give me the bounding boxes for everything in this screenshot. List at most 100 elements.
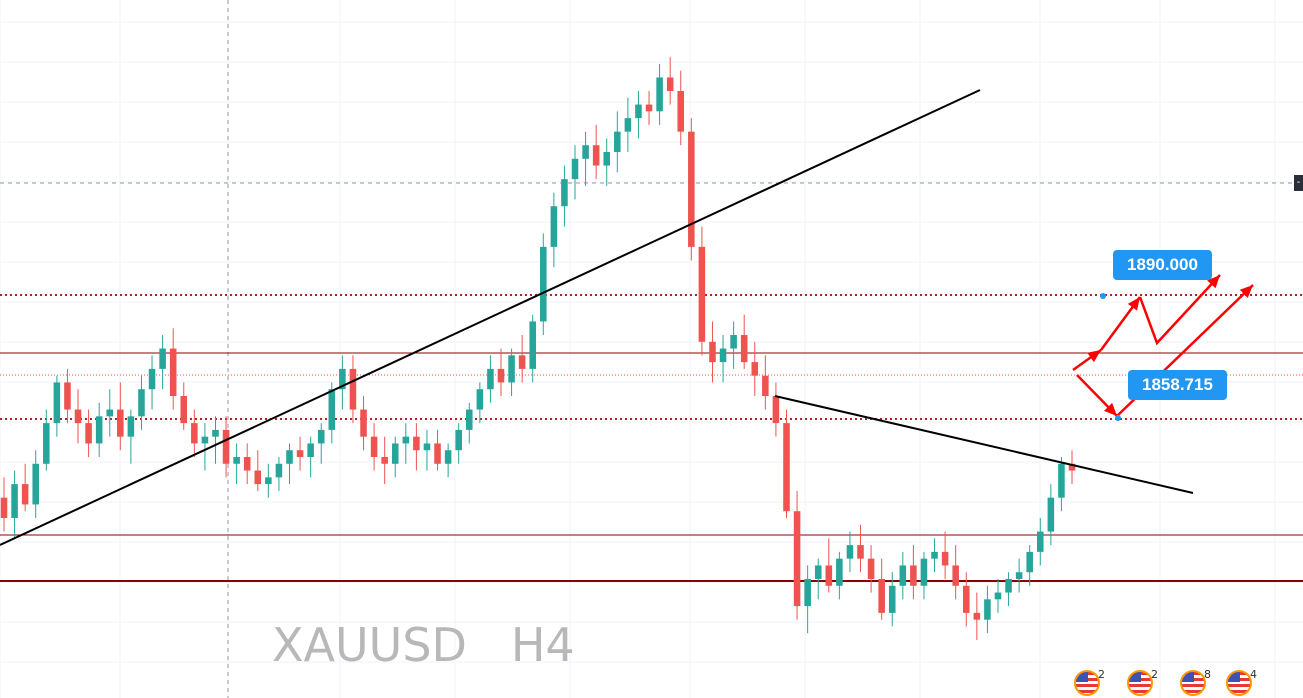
candle-bear: [941, 551, 949, 566]
candle-bear: [962, 585, 970, 613]
us-flag-icon[interactable]: [1226, 670, 1252, 696]
timeframe-label: H4: [510, 618, 575, 672]
candle-bull: [603, 152, 611, 166]
candle-bull: [1015, 572, 1023, 579]
candle-bull: [43, 423, 50, 464]
candle-bear: [772, 396, 780, 424]
candle-bull: [656, 77, 663, 112]
price-tag-1890: 1890.000: [1113, 250, 1212, 280]
candle-bull: [423, 443, 431, 451]
candle-bull: [635, 104, 642, 119]
candle-bull: [529, 321, 536, 369]
candle-bull: [106, 409, 114, 417]
candle-bull: [571, 158, 579, 180]
candle-bull: [465, 409, 473, 430]
candle-bull: [307, 443, 314, 457]
candle-bear: [349, 368, 357, 410]
candle-bear: [677, 91, 685, 132]
candle-bear: [910, 565, 917, 586]
candle-bear: [370, 436, 378, 457]
candle-bull: [455, 429, 462, 451]
event-badge-text: 4: [1250, 668, 1257, 681]
candle-bear: [751, 362, 759, 376]
arrow-zigzag-target: [1138, 274, 1221, 346]
candle-bull: [444, 450, 452, 464]
candle-bear: [878, 579, 885, 613]
candle-bull: [984, 599, 991, 620]
candle-bear: [518, 355, 526, 369]
candle-bull: [201, 436, 209, 444]
candle-bear: [709, 341, 716, 363]
candle-bull: [550, 206, 558, 247]
candle-bear: [360, 409, 367, 437]
candle-bear: [254, 470, 262, 485]
descending-trendline: [774, 395, 1194, 494]
candle-bull: [148, 368, 156, 390]
arrow-zigzag-target-head: [1207, 275, 1220, 289]
candle-bull: [804, 579, 811, 607]
candle-bull: [159, 348, 166, 369]
candle-bear: [85, 423, 92, 444]
candle-bull: [624, 118, 632, 132]
candle-bull: [138, 389, 145, 417]
candle-bear: [857, 545, 864, 559]
candle-bull: [899, 565, 907, 586]
candle-bear: [21, 484, 29, 505]
symbol-watermark: XAUUSD H4: [272, 618, 575, 672]
candle-bear: [645, 104, 653, 112]
candle-bear: [740, 335, 748, 363]
candle-bull: [1005, 579, 1012, 593]
price-tag-1858: 1858.715: [1128, 370, 1227, 400]
candle-bear: [867, 558, 875, 579]
candle-bull: [487, 368, 494, 390]
candle-bull: [1058, 463, 1065, 498]
candle-bull: [1036, 531, 1044, 552]
candle-bear: [381, 457, 388, 464]
candle-bull: [582, 145, 589, 159]
candle-bull: [920, 558, 928, 586]
candle-bear: [191, 423, 198, 444]
candle-bull: [275, 463, 283, 478]
candle-bull: [540, 246, 547, 322]
candle-bear: [497, 368, 505, 383]
candle-bull: [391, 443, 399, 464]
label-anchor-1858: [1115, 415, 1121, 421]
candle-bear: [1068, 463, 1076, 471]
us-flag-icon[interactable]: [1180, 670, 1206, 696]
candle-bull: [994, 592, 1002, 600]
candle-bull: [931, 551, 938, 559]
candle-bull: [1047, 497, 1055, 532]
candle-bull: [53, 382, 61, 424]
candle-bull: [339, 368, 346, 390]
arrow-rally-target-head: [1239, 285, 1253, 298]
candle-bull: [233, 457, 240, 464]
candle-bear: [762, 375, 769, 396]
candle-bull: [95, 416, 103, 444]
us-flag-icon[interactable]: [1074, 670, 1100, 696]
candle-bear: [222, 429, 230, 464]
crosshair-price-tag: -: [1294, 175, 1303, 191]
candle-bear: [169, 348, 177, 396]
candle-bear: [180, 396, 188, 424]
candle-bear: [952, 565, 959, 586]
ascending-trendline: [0, 89, 981, 546]
candle-bull: [402, 436, 410, 444]
candle-bear: [592, 145, 600, 166]
candle-bull: [1026, 551, 1033, 573]
event-badge-text: 2: [1098, 668, 1105, 681]
candle-bear: [74, 409, 82, 424]
candle-bear: [243, 457, 251, 471]
candle-bull: [730, 335, 737, 349]
us-flag-icon[interactable]: [1127, 670, 1153, 696]
candle-bull: [836, 558, 843, 586]
candle-bull: [286, 450, 293, 464]
candle-bear: [973, 612, 981, 620]
candle-bull: [561, 179, 568, 207]
candle-bull: [476, 389, 484, 410]
candle-bull: [719, 348, 727, 363]
arrow-to-target-head: [1127, 297, 1140, 311]
arrow-pullback-head: [1103, 402, 1117, 416]
candle-bull: [846, 545, 854, 559]
